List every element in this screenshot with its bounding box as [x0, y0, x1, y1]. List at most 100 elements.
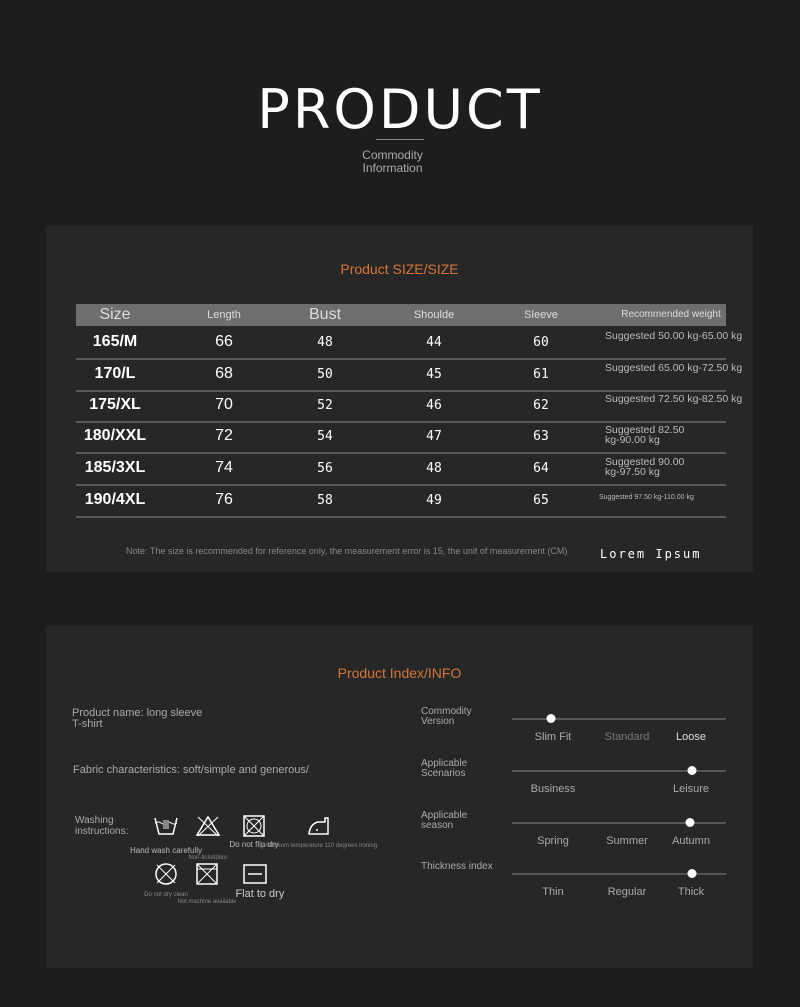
wash-label: Non-ticketdoor	[188, 855, 228, 861]
wash-label: Do not flip dry	[229, 840, 279, 849]
cell-weight: Suggested 65.00 kg-72.50 kg	[605, 362, 743, 374]
title-divider	[376, 139, 424, 140]
cell-shoulder: 48	[426, 461, 442, 476]
slider-option: Thick	[677, 886, 705, 898]
wash-label: Hand wash carefully	[129, 846, 203, 855]
cell-sleeve: 65	[533, 493, 549, 508]
hand-wash-icon	[152, 814, 180, 843]
product-name: Product name: long sleeve T-shirt	[72, 707, 203, 730]
size-note: Note: The size is recommended for refere…	[126, 546, 568, 556]
col-shoulder: Shoulde	[413, 309, 455, 321]
cell-bust: 54	[317, 429, 333, 444]
slider-label: Commodity Version	[421, 706, 472, 727]
slider-knob[interactable]	[687, 869, 697, 878]
slider-option: Thin	[542, 886, 564, 898]
no-bleach-icon	[194, 814, 222, 843]
cell-shoulder: 46	[426, 398, 442, 413]
cell-weight: Suggested 72.50 kg-82.50 kg	[605, 393, 743, 405]
wash-label: Not machine available	[177, 899, 237, 905]
col-length: Length	[207, 309, 241, 321]
table-row: 165/M 66 48 44 60 Suggested 50.00 kg-65.00 kg	[76, 327, 742, 360]
col-sleeve: Sleeve	[524, 309, 558, 321]
table-row: 170/L 68 50 45 61 Suggested 65.00 kg-72.50 kg	[76, 359, 742, 392]
slider-label: Thickness index	[421, 861, 493, 872]
slider-knob[interactable]	[546, 714, 556, 723]
col-weight: Recommended weight	[621, 309, 721, 320]
cell-size: 175/XL	[89, 396, 141, 413]
wash-label: Do not dry clean	[144, 892, 188, 898]
cell-sleeve: 64	[533, 461, 549, 476]
slider-option: Loose	[676, 731, 706, 743]
cell-length: 72	[215, 427, 233, 444]
cell-size: 170/L	[94, 365, 136, 382]
cell-weight: Suggested 97.50 kg-110.00 kg	[599, 494, 694, 501]
size-table-header: Size Length Bust Shoulde Sleeve Recommen…	[76, 304, 726, 326]
slider-track[interactable]	[512, 766, 726, 775]
cell-weight: Suggested 90.00 kg-97.50 kg	[605, 456, 685, 478]
subtitle-line: Information	[362, 161, 423, 175]
cell-bust: 52	[317, 398, 333, 413]
cell-sleeve: 62	[533, 398, 549, 413]
cell-length: 76	[215, 491, 233, 508]
cell-size: 190/4XL	[84, 491, 146, 508]
slider-option: Autumn	[672, 835, 710, 847]
cell-sleeve: 63	[533, 429, 549, 444]
cell-size: 180/XXL	[83, 427, 147, 444]
cell-length: 74	[215, 459, 233, 476]
col-bust: Bust	[308, 306, 342, 323]
cell-shoulder: 47	[426, 429, 442, 444]
wash-label: Flat to dry	[235, 888, 285, 900]
slider-option: Standard	[604, 731, 650, 743]
slider-option: Leisure	[672, 783, 710, 795]
page-title: PRODUCT	[257, 78, 543, 141]
info-panel-title: Product Index/INFO	[337, 665, 462, 681]
table-row: 185/3XL 74 56 48 64 Suggested 90.00 kg-97.50 …	[76, 453, 726, 486]
cell-bust: 48	[317, 335, 333, 350]
slider-knob[interactable]	[687, 766, 697, 775]
subtitle-line: Commodity	[362, 148, 423, 162]
slider-option: Summer	[606, 835, 648, 847]
slider-option: Slim Fit	[534, 731, 572, 743]
wash-label: Maximum temperature 110 degrees ironing	[262, 843, 378, 849]
info-panel: Product Index/INFO Product name: long sl…	[46, 626, 753, 968]
cell-size: 165/M	[92, 333, 138, 350]
fabric-characteristics: Fabric characteristics: soft/simple and …	[73, 764, 309, 776]
slider-track[interactable]	[512, 714, 726, 723]
table-row: 190/4XL 76 58 49 65 Suggested 97.50 kg-110.00…	[76, 485, 726, 518]
no-machine-wash-icon	[193, 862, 221, 891]
cell-shoulder: 49	[426, 493, 442, 508]
slider-label: Applicable season	[421, 810, 468, 831]
cell-weight: Suggested 50.00 kg-65.00 kg	[605, 330, 743, 342]
slider-option: Business	[530, 783, 576, 795]
size-panel: Product SIZE/SIZE Size Length Bust Shoul…	[46, 226, 753, 572]
slider-track[interactable]	[512, 818, 726, 827]
cell-sleeve: 60	[533, 335, 549, 350]
flat-dry-icon	[241, 862, 269, 891]
cell-bust: 58	[317, 493, 333, 508]
cell-length: 66	[215, 333, 233, 350]
slider-label: Applicable Scenarios	[421, 758, 468, 779]
lorem-text: Lorem Ipsum	[600, 547, 702, 561]
cell-size: 185/3XL	[84, 459, 146, 476]
slider-knob[interactable]	[685, 818, 695, 827]
slider-option: Spring	[537, 835, 569, 847]
do-not-tumble-dry-icon	[240, 814, 268, 843]
cell-weight: Suggested 82.50 kg-90.00 kg	[605, 424, 685, 446]
washing-label: Washing instructions:	[75, 815, 129, 837]
col-size: Size	[99, 306, 131, 323]
cell-shoulder: 45	[426, 367, 442, 382]
cell-shoulder: 44	[426, 335, 442, 350]
table-row: 180/XXL 72 54 47 63 Suggested 82.50 kg-90.00 …	[76, 421, 726, 454]
slider-track[interactable]	[512, 869, 726, 878]
slider-option: Regular	[607, 886, 647, 898]
cell-length: 68	[215, 365, 233, 382]
do-not-dry-clean-icon	[152, 862, 180, 891]
page-subtitle: Commodity Information	[0, 149, 785, 175]
iron-icon	[306, 814, 334, 843]
cell-bust: 50	[317, 367, 333, 382]
cell-sleeve: 61	[533, 367, 549, 382]
cell-length: 70	[215, 396, 233, 413]
cell-bust: 56	[317, 461, 333, 476]
size-panel-title: Product SIZE/SIZE	[340, 261, 459, 277]
table-row: 175/XL 70 52 46 62 Suggested 72.50 kg-82.50 k…	[76, 390, 742, 423]
